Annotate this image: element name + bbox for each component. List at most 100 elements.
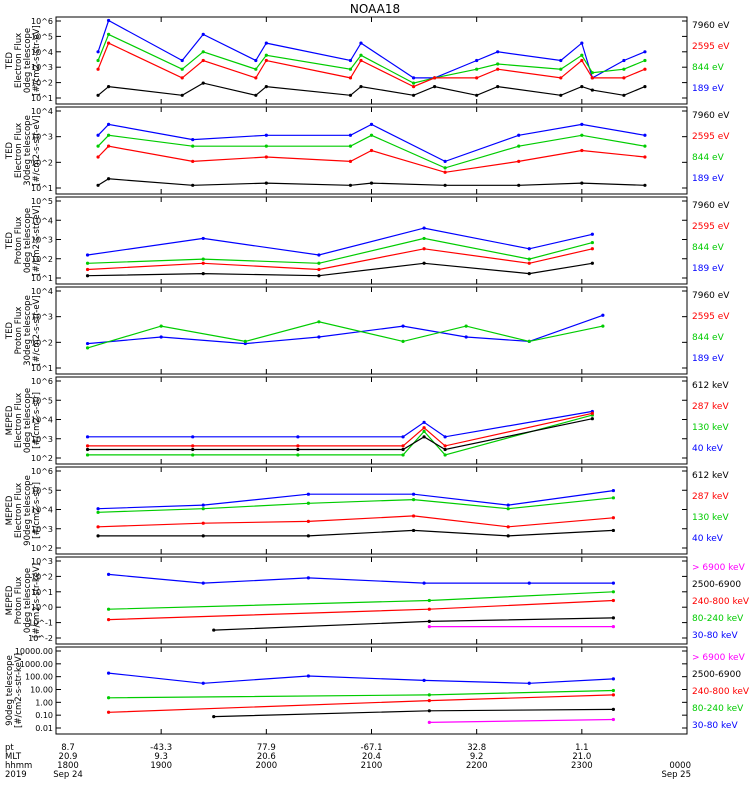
legend-entry: 287 keV bbox=[692, 402, 729, 412]
y-tick-label: 0.10 bbox=[35, 711, 53, 720]
data-point bbox=[611, 581, 615, 585]
data-point bbox=[201, 236, 205, 241]
data-point bbox=[191, 447, 195, 452]
panel-4: 10^1 10^2 10^3 10^4 TED Proton Flux 30deg tele… bbox=[5, 286, 730, 375]
data-point bbox=[317, 261, 321, 265]
y-tick-label: 10^3 bbox=[31, 435, 53, 444]
y-axis-label: Electron Flux bbox=[14, 483, 24, 538]
data-point bbox=[348, 144, 353, 148]
data-point bbox=[411, 498, 416, 502]
data-point bbox=[201, 521, 205, 525]
y-axis-label: 0deg telescope bbox=[23, 28, 33, 93]
data-point bbox=[422, 581, 426, 585]
data-point bbox=[580, 133, 584, 137]
data-point bbox=[369, 133, 374, 137]
legend-entry: 240-800 keV bbox=[692, 687, 750, 697]
y-tick-label: 10^3 bbox=[31, 133, 53, 142]
data-point bbox=[401, 444, 405, 448]
data-point bbox=[254, 58, 258, 63]
series-line bbox=[98, 497, 614, 513]
data-point bbox=[611, 496, 615, 500]
data-point bbox=[611, 616, 615, 620]
data-point bbox=[559, 93, 563, 97]
footer-tick-label: 1900 bbox=[150, 761, 172, 771]
data-point bbox=[517, 159, 521, 163]
legend-entry: 7960 eV bbox=[692, 21, 730, 31]
data-point bbox=[475, 67, 479, 71]
data-point bbox=[590, 411, 594, 415]
data-point bbox=[580, 85, 584, 89]
data-point bbox=[411, 492, 416, 496]
data-point bbox=[611, 516, 615, 520]
series-line bbox=[87, 412, 593, 447]
data-point bbox=[212, 715, 216, 719]
data-point bbox=[264, 144, 268, 148]
legend-entry: 130 keV bbox=[692, 423, 729, 433]
data-point bbox=[527, 681, 531, 685]
data-point bbox=[559, 67, 563, 71]
data-point bbox=[422, 435, 426, 439]
data-point bbox=[85, 253, 90, 257]
data-point bbox=[106, 18, 111, 23]
data-point bbox=[243, 339, 247, 343]
data-point bbox=[85, 261, 90, 265]
y-axis-label: 0deg telescope bbox=[23, 568, 33, 633]
data-point bbox=[411, 514, 416, 518]
series-line bbox=[213, 708, 614, 718]
series-line bbox=[97, 178, 645, 186]
data-point bbox=[85, 435, 90, 439]
data-point bbox=[590, 247, 594, 251]
data-point bbox=[306, 576, 310, 580]
legend-entry: 30-80 keV bbox=[692, 721, 738, 731]
panel-5: 10^2 10^3 10^4 10^5 10^6 MEPED Electron Flux 0d… bbox=[5, 376, 729, 465]
data-point bbox=[306, 534, 310, 538]
y-tick-label: 10^1 bbox=[31, 274, 53, 283]
footer-tick-label: 20.6 bbox=[257, 752, 276, 762]
y-tick-label: 10^1 bbox=[31, 364, 53, 373]
data-point bbox=[180, 93, 184, 97]
data-point bbox=[96, 507, 100, 511]
data-point bbox=[106, 572, 111, 577]
legend-entry: 844 eV bbox=[692, 63, 725, 73]
data-point bbox=[180, 76, 184, 80]
data-point bbox=[401, 453, 405, 457]
legend-entry: 189 eV bbox=[692, 264, 725, 274]
y-tick-label: 10^4 bbox=[31, 107, 53, 116]
series-line bbox=[97, 134, 646, 169]
y-axis-label: TED bbox=[5, 231, 15, 250]
data-point bbox=[622, 58, 626, 63]
y-tick-label: 10.00 bbox=[30, 686, 53, 695]
data-point bbox=[106, 133, 111, 137]
data-point bbox=[348, 133, 353, 137]
y-tick-label: 10000.00 bbox=[15, 647, 53, 656]
y-tick-label: 10^1 bbox=[31, 588, 53, 597]
data-point bbox=[427, 625, 431, 629]
y-tick-label: 10^6 bbox=[31, 377, 53, 386]
y-axis-label: Proton Flux bbox=[14, 217, 24, 265]
data-point bbox=[96, 534, 100, 538]
y-tick-label: 10^6 bbox=[31, 467, 53, 476]
data-point bbox=[106, 696, 111, 700]
series-line bbox=[87, 321, 604, 349]
legend-entry: 40 keV bbox=[692, 534, 724, 544]
data-point bbox=[643, 58, 647, 63]
data-point bbox=[296, 447, 300, 452]
footer-tick-label: Sep 25 bbox=[661, 770, 691, 780]
y-tick-label: 10^6 bbox=[31, 17, 53, 26]
data-point bbox=[611, 707, 615, 711]
data-point bbox=[506, 534, 510, 538]
data-point bbox=[643, 133, 647, 137]
data-point bbox=[85, 444, 90, 448]
data-point bbox=[427, 720, 431, 725]
data-point bbox=[85, 341, 90, 346]
data-point bbox=[106, 144, 111, 148]
data-point bbox=[106, 710, 111, 714]
data-point bbox=[296, 453, 300, 457]
footer-row-label: pt bbox=[5, 743, 14, 753]
series-line bbox=[97, 19, 646, 79]
data-point bbox=[96, 183, 100, 187]
legend-entry: 189 eV bbox=[692, 174, 725, 184]
footer-tick-label: 9.2 bbox=[470, 752, 484, 762]
chart-title: NOAA18 bbox=[350, 2, 400, 16]
